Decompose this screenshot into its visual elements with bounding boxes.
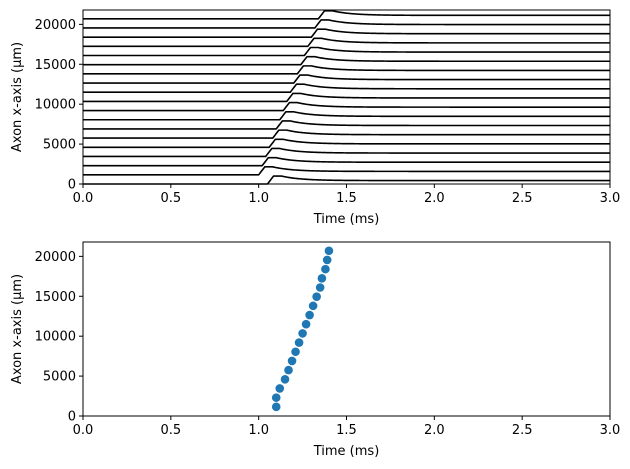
trace-line xyxy=(83,110,610,121)
scatter-point xyxy=(321,264,330,274)
scatter-point xyxy=(324,246,334,256)
trace-line xyxy=(83,92,610,103)
trace-line xyxy=(83,83,610,94)
scatter-point xyxy=(291,347,300,357)
scatter-point xyxy=(308,301,318,311)
scatter-point xyxy=(294,338,304,347)
x-tick-label: 1.5 xyxy=(336,423,357,438)
trace-line xyxy=(83,10,610,20)
trace-line xyxy=(83,175,610,185)
y-axis-label: Axon x-axis (µm) xyxy=(10,42,25,152)
x-tick-label: 1.0 xyxy=(248,423,269,438)
trace-line xyxy=(83,138,610,149)
plot-area xyxy=(83,10,610,185)
x-tick-label: 0.5 xyxy=(160,423,181,438)
y-tick-label: 10000 xyxy=(35,330,76,345)
trace-line xyxy=(83,65,610,75)
y-axis-ticks: 0 5000 10000 15000 20000 xyxy=(35,250,83,425)
scatter-point xyxy=(315,283,325,292)
scatter-point xyxy=(271,393,281,402)
y-tick-label: 20000 xyxy=(35,18,76,33)
trace-line xyxy=(83,28,610,38)
scatter-point xyxy=(298,329,307,338)
axes-frame xyxy=(82,241,611,417)
x-tick-label: 2.5 xyxy=(512,191,533,206)
x-tick-label: 1.5 xyxy=(336,191,357,206)
x-axis-ticks: 0.0 0.5 1.0 1.5 2.0 2.5 3.0 xyxy=(73,184,621,206)
y-tick-label: 5000 xyxy=(43,370,76,385)
plot-area xyxy=(271,246,334,412)
trace-line xyxy=(83,166,610,176)
x-tick-label: 0.5 xyxy=(160,191,181,206)
trace-line xyxy=(83,19,610,29)
y-tick-label: 10000 xyxy=(35,98,76,113)
x-axis-label: Time (ms) xyxy=(313,212,380,227)
scatter-point xyxy=(317,274,327,283)
x-tick-label: 3.0 xyxy=(600,423,621,438)
trace-line xyxy=(83,55,610,66)
x-tick-label: 2.0 xyxy=(424,191,445,206)
x-tick-label: 0.0 xyxy=(73,423,94,438)
trace-line xyxy=(83,46,610,57)
y-tick-label: 0 xyxy=(68,178,76,193)
scatter-point xyxy=(284,365,293,375)
chart-spike-times: 0.0 0.5 1.0 1.5 2.0 2.5 3.0 0 5000 10000 15000 200… xyxy=(10,241,621,459)
x-tick-label: 2.5 xyxy=(512,423,533,438)
x-tick-label: 0.0 xyxy=(73,191,94,206)
y-tick-label: 5000 xyxy=(43,138,76,153)
scatter-point xyxy=(312,292,321,301)
chart-spike-traces: 0.0 0.5 1.0 1.5 2.0 2.5 3.0 0 5000 10000 15000 200… xyxy=(10,9,621,227)
trace-line xyxy=(83,147,610,158)
y-tick-label: 20000 xyxy=(35,250,76,265)
y-tick-label: 15000 xyxy=(35,58,76,73)
y-axis-ticks: 0 5000 10000 15000 20000 xyxy=(35,18,83,193)
scatter-point xyxy=(322,255,332,265)
x-tick-label: 1.0 xyxy=(248,191,269,206)
y-tick-label: 15000 xyxy=(35,290,76,305)
scatter-point xyxy=(301,319,311,329)
trace-line xyxy=(83,101,610,112)
x-axis-ticks: 0.0 0.5 1.0 1.5 2.0 2.5 3.0 xyxy=(73,416,621,438)
trace-line xyxy=(83,120,610,130)
trace-line xyxy=(83,156,610,167)
x-tick-label: 2.0 xyxy=(424,423,445,438)
scatter-point xyxy=(305,310,314,320)
scatter-point xyxy=(275,384,285,393)
scatter-point xyxy=(280,374,290,384)
trace-line xyxy=(83,129,610,139)
y-axis-label: Axon x-axis (µm) xyxy=(10,274,25,384)
trace-line xyxy=(83,37,610,48)
scatter-point xyxy=(271,402,281,412)
x-axis-label: Time (ms) xyxy=(313,444,380,459)
scatter-point xyxy=(287,356,297,366)
x-tick-label: 3.0 xyxy=(600,191,621,206)
trace-line xyxy=(83,74,610,84)
y-tick-label: 0 xyxy=(68,410,76,425)
